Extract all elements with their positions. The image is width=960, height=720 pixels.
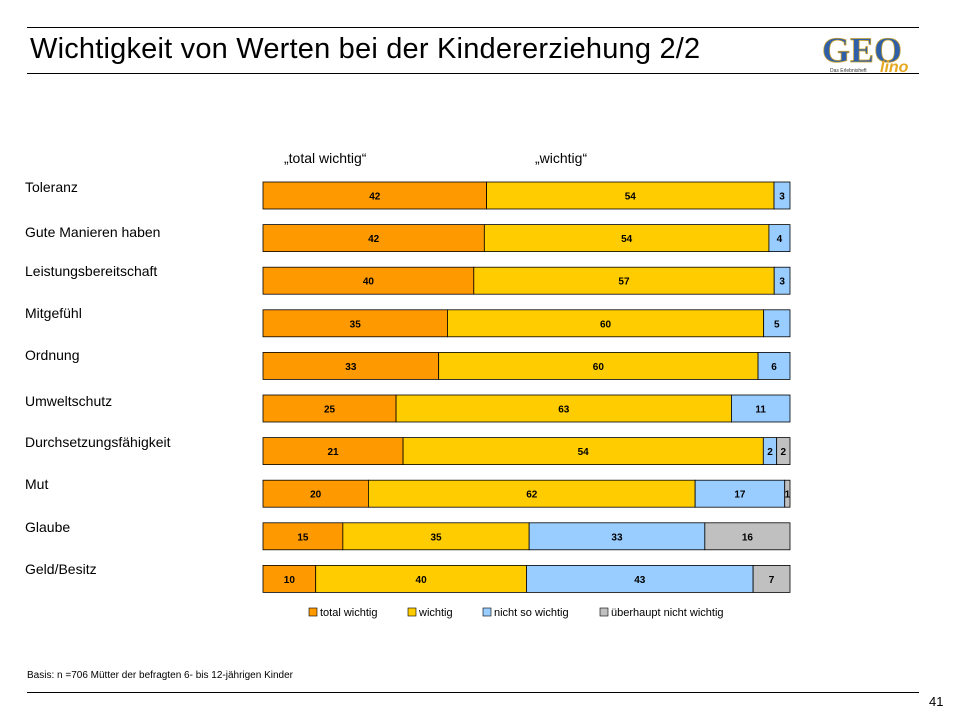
bar-value-leistungsbereitschaft-wichtig: 57 — [618, 277, 630, 288]
bar-value-gute-manieren-haben-wichtig: 54 — [621, 234, 633, 245]
bar-value-umweltschutz-total-wichtig: 25 — [324, 405, 336, 416]
bar-gute-manieren-haben-wichtig — [483, 224, 770, 253]
legend-label-wichtig: wichtig — [418, 607, 453, 619]
bar-value-durchsetzungsfaehigkeit-wichtig: 54 — [578, 447, 590, 458]
bar-ordnung-nicht-so-wichtig — [757, 351, 791, 380]
bar-value-geld-besitz-total-wichtig: 10 — [284, 575, 296, 586]
category-label-toleranz: Toleranz — [25, 179, 78, 195]
category-label-gute-manieren-haben: Gute Manieren haben — [25, 224, 160, 240]
bar-geld-besitz-total-wichtig — [262, 565, 317, 593]
bar-value-mitgefuehl-nicht-so-wichtig: 5 — [774, 319, 780, 330]
bar-mut-wichtig — [367, 479, 696, 508]
bar-mitgefuehl-nicht-so-wichtig — [763, 309, 791, 338]
bar-toleranz-nicht-so-wichtig — [773, 181, 791, 210]
bar-value-geld-besitz-ueberhaupt-nicht-wichtig: 7 — [769, 575, 775, 586]
bar-value-glaube-ueberhaupt-nicht-wichtig: 16 — [742, 532, 754, 543]
bar-umweltschutz-nicht-so-wichtig — [731, 394, 791, 423]
bar-geld-besitz-ueberhaupt-nicht-wichtig — [752, 565, 791, 593]
bar-leistungsbereitschaft-wichtig — [473, 266, 775, 295]
bar-leistungsbereitschaft-nicht-so-wichtig — [773, 266, 791, 295]
legend-swatch-wichtig — [407, 607, 417, 617]
footnote: Basis: n =706 Mütter der befragten 6- bi… — [27, 670, 293, 681]
bar-value-mut-nicht-so-wichtig: 17 — [734, 490, 746, 501]
bar-value-mut-ueberhaupt-nicht-wichtig: 1 — [785, 490, 791, 501]
legend: total wichtig wichtig nicht so wichtig über… — [308, 607, 724, 619]
bar-glaube-nicht-so-wichtig — [528, 522, 706, 551]
legend-swatch-ueberhaupt-nicht-wichtig — [599, 607, 609, 617]
column-head-total-wichtig: „total wichtig“ — [284, 150, 367, 166]
bar-mitgefuehl-total-wichtig — [262, 309, 448, 338]
bar-value-mut-total-wichtig: 20 — [310, 490, 322, 501]
logo-tagline: Das Erlebnisheft — [830, 68, 867, 74]
bar-umweltschutz-wichtig — [395, 394, 732, 423]
bar-mitgefuehl-wichtig — [447, 309, 765, 338]
bar-value-ordnung-total-wichtig: 33 — [345, 362, 357, 373]
logo-sub: lino — [880, 59, 909, 76]
bar-ordnung-wichtig — [438, 351, 759, 380]
bar-mut-nicht-so-wichtig — [694, 479, 786, 508]
category-label-glaube: Glaube — [25, 519, 70, 535]
bar-toleranz-total-wichtig — [262, 181, 487, 210]
category-label-leistungsbereitschaft: Leistungsbereitschaft — [25, 263, 157, 279]
bar-umweltschutz-total-wichtig — [262, 394, 397, 423]
bar-value-geld-besitz-nicht-so-wichtig: 43 — [634, 575, 646, 586]
bars: 42 54 3 42 54 4 40 57 3 35 60 5 33 60 6 25 63 11 21 54 2 2 20 6… — [262, 181, 791, 593]
legend-label-total-wichtig: total wichtig — [320, 607, 377, 619]
bar-value-durchsetzungsfaehigkeit-ueberhaupt-nicht-wichtig: 2 — [781, 447, 787, 458]
category-labels: Toleranz Gute Manieren haben Leistungsbere… — [25, 179, 171, 577]
bar-glaube-total-wichtig — [262, 522, 344, 551]
bottom-rule — [27, 692, 919, 693]
legend-label-ueberhaupt-nicht-wichtig: überhaupt nicht wichtig — [611, 607, 724, 619]
bar-value-toleranz-wichtig: 54 — [625, 192, 637, 203]
category-label-durchsetzungsfaehigkeit: Durchsetzungsfähigkeit — [25, 434, 171, 450]
category-label-umweltschutz: Umweltschutz — [25, 393, 112, 409]
bar-glaube-wichtig — [342, 522, 530, 551]
bar-gute-manieren-haben-total-wichtig — [262, 224, 485, 253]
bar-value-ordnung-nicht-so-wichtig: 6 — [771, 362, 777, 373]
bar-gute-manieren-haben-nicht-so-wichtig — [768, 224, 791, 253]
bar-value-glaube-total-wichtig: 15 — [297, 532, 309, 543]
logo-main: GEO — [822, 30, 902, 70]
bar-value-mitgefuehl-total-wichtig: 35 — [350, 319, 362, 330]
bar-value-umweltschutz-wichtig: 63 — [558, 405, 570, 416]
bar-value-glaube-nicht-so-wichtig: 33 — [611, 532, 623, 543]
bar-value-leistungsbereitschaft-nicht-so-wichtig: 3 — [779, 277, 785, 288]
bar-leistungsbereitschaft-total-wichtig — [262, 266, 475, 295]
page-title: Wichtigkeit von Werten bei der Kindererz… — [30, 33, 701, 65]
bar-value-durchsetzungsfaehigkeit-nicht-so-wichtig: 2 — [767, 447, 773, 458]
legend-swatch-nicht-so-wichtig — [482, 607, 492, 617]
legend-swatch-total-wichtig — [308, 607, 318, 617]
bar-value-ordnung-wichtig: 60 — [593, 362, 605, 373]
bar-value-mut-wichtig: 62 — [526, 490, 538, 501]
title-underline — [27, 73, 919, 74]
bar-ordnung-total-wichtig — [262, 351, 440, 380]
bar-durchsetzungsfaehigkeit-ueberhaupt-nicht-wichtig — [776, 437, 791, 466]
category-label-mut: Mut — [25, 476, 48, 492]
bar-value-mitgefuehl-wichtig: 60 — [600, 319, 612, 330]
bar-mut-ueberhaupt-nicht-wichtig — [784, 479, 791, 508]
bar-value-durchsetzungsfaehigkeit-total-wichtig: 21 — [327, 447, 339, 458]
bar-durchsetzungsfaehigkeit-total-wichtig — [262, 437, 404, 466]
bar-durchsetzungsfaehigkeit-wichtig — [402, 437, 764, 466]
legend-label-nicht-so-wichtig: nicht so wichtig — [494, 607, 569, 619]
bar-value-umweltschutz-nicht-so-wichtig: 11 — [755, 405, 766, 416]
bar-value-glaube-wichtig: 35 — [430, 532, 442, 543]
bar-value-geld-besitz-wichtig: 40 — [416, 575, 428, 586]
bar-value-gute-manieren-haben-nicht-so-wichtig: 4 — [777, 234, 783, 245]
page-number: 41 — [929, 694, 944, 709]
bar-value-toleranz-total-wichtig: 42 — [369, 192, 381, 203]
top-rule — [27, 27, 919, 28]
category-label-ordnung: Ordnung — [25, 347, 79, 363]
category-label-mitgefuehl: Mitgefühl — [25, 305, 82, 321]
bar-mut-total-wichtig — [262, 479, 369, 508]
category-label-geld-besitz: Geld/Besitz — [25, 561, 97, 577]
geolino-logo: GEO lino Das Erlebnisheft — [822, 30, 909, 76]
bar-value-gute-manieren-haben-total-wichtig: 42 — [368, 234, 380, 245]
bar-glaube-ueberhaupt-nicht-wichtig — [704, 522, 791, 551]
bar-value-leistungsbereitschaft-total-wichtig: 40 — [363, 277, 375, 288]
bar-value-toleranz-nicht-so-wichtig: 3 — [779, 192, 785, 203]
column-head-wichtig: „wichtig“ — [535, 150, 588, 166]
